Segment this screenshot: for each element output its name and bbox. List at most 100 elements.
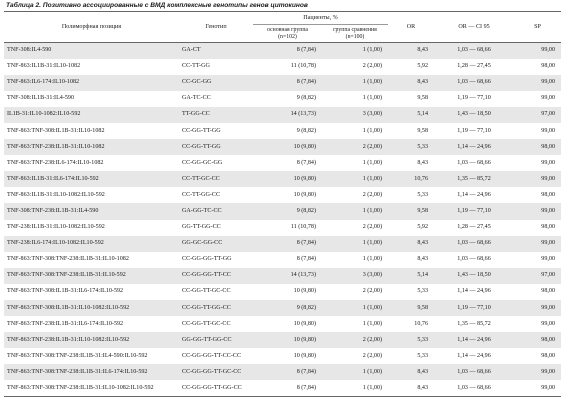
table-row: TNF-308:IL1B-31:IL4-590 GA-TC-CC 9 (8,82) 1… [4, 91, 561, 107]
cell-ci: 1,43 — 18,50 [457, 111, 491, 118]
cell-sp: 97,00 [541, 111, 556, 118]
cell-sp: 99,00 [541, 79, 556, 86]
cell-compare-group: 2 (2,00) [362, 224, 383, 231]
cell-position: TNF-863:TNF-308:TNF-238:IL1B-31:IL10-108… [7, 384, 154, 391]
table-row: TNF-863:IL1B-31:IL10-1082:IL10-592 CC-TT-… [4, 187, 561, 203]
cell-compare-group: 2 (2,00) [362, 143, 383, 150]
cell-ci: 1,19 — 77,10 [457, 304, 491, 311]
cell-ci: 1,14 — 24,96 [457, 288, 491, 295]
cell-ci: 1,03 — 68,66 [457, 240, 491, 247]
cell-ci: 1,19 — 77,10 [457, 127, 491, 134]
cell-compare-group: 1 (1,00) [362, 175, 383, 182]
cell-compare-group: 1 (1,00) [362, 384, 383, 391]
cell-compare-group: 1 (1,00) [362, 127, 383, 134]
cell-ci: 1,28 — 27,45 [457, 224, 491, 231]
cell-position: TNF-863:TNF-308:TNF-238:IL1B-31:IL4-590:… [7, 352, 148, 359]
cell-genotype: CC-TT-GG-CC [182, 191, 221, 198]
cell-sp: 99,00 [541, 95, 556, 102]
table-caption: Таблица 2. Позитивно ассоциированные с В… [6, 2, 308, 9]
cell-sp: 98,00 [541, 143, 556, 150]
cell-sp: 98,00 [541, 352, 556, 359]
cell-position: TNF-308:IL4-590 [7, 47, 52, 54]
cell-or: 8,43 [417, 159, 429, 166]
table-row: TNF-863:TNF-308:IL1B-31:IL10-1082:IL10-5… [4, 300, 562, 317]
cell-ci: 1,14 — 24,96 [457, 336, 491, 343]
table-row: TNF-863:TNF-308:IL1B-31:IL6-174:IL10-592… [4, 284, 561, 300]
cell-sp: 99,00 [541, 175, 556, 182]
cell-ci: 1,03 — 68,66 [457, 368, 491, 375]
cell-compare-group: 2 (2,00) [362, 63, 383, 70]
cell-compare-group: 1 (1,00) [362, 159, 383, 166]
cell-compare-group: 1 (1,00) [362, 240, 383, 247]
cell-position: TNF-863:TNF-238:IL1B-31:IL6-174:IL10-592 [7, 320, 124, 327]
header-or: OR [406, 23, 416, 30]
cell-sp: 99,00 [541, 304, 556, 311]
cell-or: 5,33 [417, 352, 429, 359]
cell-genotype: CC-GC-GG [182, 79, 212, 86]
cell-or: 10,76 [414, 175, 429, 182]
table-row: TNF-863:TNF-238:IL6-174:IL10-1082 CC-GG-G… [4, 155, 561, 171]
cell-position: TNF-863:TNF-308:TNF-238:IL1B-31:IL10-592 [7, 272, 126, 279]
cell-main-group: 10 (9,80) [293, 336, 316, 343]
cell-or: 8,43 [417, 240, 429, 247]
cell-position: TNF-863:TNF-238:IL1B-31:IL10-1082:IL10-5… [7, 336, 130, 343]
cell-ci: 1,03 — 68,66 [457, 384, 491, 391]
cell-position: TNF-863:TNF-238:IL6-174:IL10-1082 [7, 159, 104, 166]
cell-main-group: 14 (13,73) [290, 111, 316, 118]
cell-ci: 1,43 — 18,50 [457, 272, 491, 279]
header-genotype: Генотип [205, 23, 227, 30]
cell-compare-group: 1 (1,00) [362, 304, 383, 311]
table-row: TNF-863:TNF-238:IL1B-31:IL10-1082:IL10-5… [4, 332, 562, 349]
cell-main-group: 10 (9,80) [293, 320, 316, 327]
cell-or: 8,43 [417, 79, 429, 86]
cell-sp: 99,00 [541, 47, 556, 54]
compare-group-n: (n=100) [345, 33, 365, 40]
cell-sp: 99,00 [541, 256, 556, 263]
cell-position: TNF-308:IL1B-31:IL4-590 [7, 95, 75, 102]
cell-position: TNF-308:TNF-238:IL1B-31:IL4-590 [7, 207, 99, 214]
cell-compare-group: 1 (1,00) [362, 79, 383, 86]
cell-genotype: CC-GG-GG-TT-GG-CC [182, 384, 242, 391]
table-row: IL1B-31:IL10-1082:IL10-592 TT-GG-CC 14 (13… [4, 106, 562, 123]
cell-or: 10,76 [414, 320, 429, 327]
cell-position: TNF-863:TNF-308:TNF-238:IL1B-31:IL10-108… [7, 256, 129, 263]
cell-compare-group: 1 (1,00) [362, 47, 383, 54]
cell-or: 8,43 [417, 368, 429, 375]
cell-genotype: CC-GG-TT-GG-CC [182, 304, 231, 311]
cell-or: 8,43 [417, 384, 429, 391]
cell-ci: 1,14 — 24,96 [457, 143, 491, 150]
cell-ci: 1,14 — 24,96 [457, 352, 491, 359]
table-row: TNF-863:TNF-308:TNF-238:IL1B-31:IL10-108… [4, 380, 562, 397]
cell-position: TNF-863:IL1B-31:IL6-174:IL10-592 [7, 175, 99, 182]
cell-genotype: CC-GG-GG-TT-CC [182, 272, 231, 279]
cell-main-group: 10 (9,80) [293, 191, 316, 198]
cell-main-group: 8 (7,84) [296, 240, 316, 247]
cell-ci: 1,35 — 85,72 [457, 320, 491, 327]
cell-ci: 1,03 — 68,66 [457, 256, 491, 263]
cell-or: 8,43 [417, 256, 429, 263]
cell-main-group: 9 (8,82) [296, 95, 316, 102]
header-patients: Пациенты, % [253, 11, 389, 25]
cell-sp: 98,00 [541, 63, 556, 70]
cell-compare-group: 2 (2,00) [362, 191, 383, 198]
cell-main-group: 14 (13,73) [290, 272, 316, 279]
cell-position: TNF-238:IL1B-31:IL10-1082:IL10-592 [7, 224, 105, 231]
table-row: TNF-863:TNF-238:IL1B-31:IL6-174:IL10-592… [4, 316, 561, 332]
cell-genotype: GG-GG-TT-GG-CC [182, 336, 232, 343]
cell-main-group: 10 (9,80) [293, 288, 316, 295]
header-position: Полиморфная позиция [61, 23, 122, 30]
cell-or: 9,58 [417, 207, 429, 214]
table-row: TNF-308:TNF-238:IL1B-31:IL4-590 GA-GG-TC-… [4, 203, 562, 220]
cell-sp: 99,00 [541, 240, 556, 247]
cell-genotype: CC-GG-GG-TT-GG [182, 256, 232, 263]
cell-genotype: CC-GG-TT-GG [182, 127, 221, 134]
cell-position: TNF-863:TNF-238:IL1B-31:IL10-1082 [7, 143, 105, 150]
cell-compare-group: 1 (1,00) [362, 95, 383, 102]
cell-or: 9,58 [417, 95, 429, 102]
cell-position: TNF-863:TNF-308:IL1B-31:IL10-1082 [7, 127, 105, 134]
cell-genotype: TT-GG-CC [182, 111, 210, 118]
cell-compare-group: 3 (3,00) [362, 272, 383, 279]
cell-compare-group: 1 (1,00) [362, 320, 383, 327]
cell-main-group: 9 (8,82) [296, 207, 316, 214]
header-sp: SP [534, 23, 541, 30]
